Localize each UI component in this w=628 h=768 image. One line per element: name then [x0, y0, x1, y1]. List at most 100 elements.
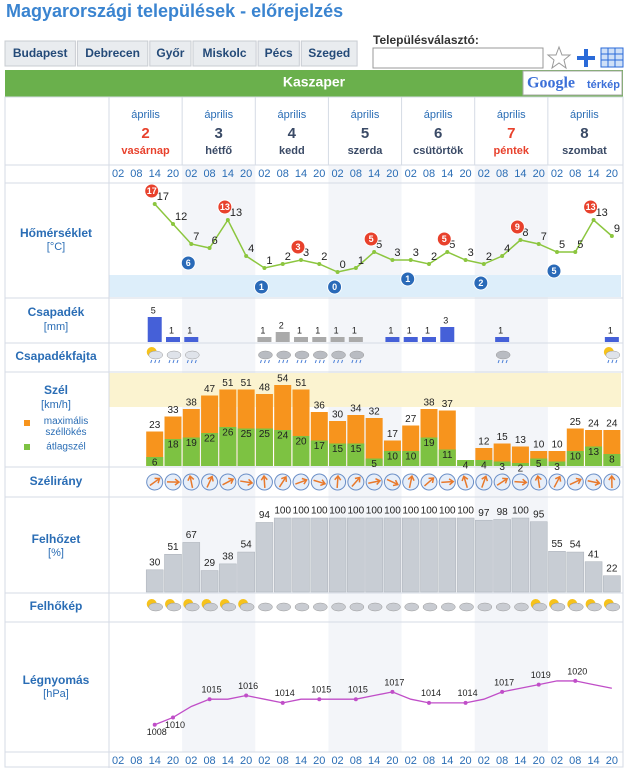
arrowhead [187, 474, 195, 481]
cloud-value: 97 [478, 508, 490, 519]
arrow [569, 479, 581, 486]
hour-label: 14 [222, 755, 234, 767]
pressure-line [154, 680, 612, 726]
cloud-bar [200, 570, 219, 593]
wind-average-bar [493, 461, 511, 466]
city-tab[interactable] [192, 40, 257, 67]
cloud [294, 602, 310, 612]
temperature-point [390, 258, 395, 262]
arrow [368, 480, 380, 484]
city-tab[interactable] [4, 40, 76, 67]
pressure-point [427, 700, 431, 705]
day-month: április [277, 109, 306, 121]
drop [318, 359, 321, 364]
hour-label: 14 [441, 168, 453, 180]
city-tab[interactable] [257, 40, 300, 67]
temperature-value: 2 [285, 251, 291, 263]
wind-average-value: 15 [332, 444, 344, 455]
cloud-value: 100 [512, 506, 529, 517]
favorite-icon[interactable] [546, 45, 572, 70]
temperature-value: 8 [522, 227, 528, 239]
precipitation-bar [257, 337, 272, 342]
selector-input[interactable] [372, 47, 544, 69]
wind-gust-value: 27 [405, 414, 417, 425]
hour-label: 08 [496, 755, 508, 767]
wind-average-value: 4 [463, 461, 469, 472]
weather-icon [495, 350, 511, 364]
temperature-value: 3 [303, 247, 309, 259]
day-number: 4 [288, 125, 297, 142]
cloud [313, 602, 328, 612]
pressure-value: 1017 [384, 677, 404, 687]
arrow [537, 476, 541, 489]
hour-label: 02 [112, 755, 124, 767]
temperature-point [299, 258, 303, 262]
temperature-value: 0 [340, 259, 346, 271]
temperature-badge-label: 2 [478, 278, 483, 288]
arrowhead [608, 474, 616, 481]
wind-average-bar [237, 428, 255, 466]
cloud-value: 100 [421, 506, 438, 517]
table-icon[interactable] [600, 47, 624, 68]
weather-icon [313, 350, 328, 364]
city-tab[interactable] [76, 40, 149, 67]
location-name: Kaszaper [283, 74, 346, 90]
cloud-bar [529, 521, 548, 593]
temperature-badge [363, 231, 379, 247]
hour-label: 08 [423, 755, 435, 767]
weather-icon [294, 602, 310, 612]
cloud-bar [603, 575, 621, 593]
day-month: április [351, 109, 380, 121]
wind-average-bar [274, 430, 292, 466]
arrow [222, 478, 233, 486]
precipitation-bar [330, 337, 345, 342]
map-button-text: térkép [587, 79, 620, 91]
weather-icon [331, 602, 346, 612]
cloud-bar [365, 517, 383, 593]
temperature-point [408, 258, 413, 262]
weather-icon [201, 599, 218, 612]
hour-label: 08 [350, 755, 362, 767]
cloud [495, 602, 511, 612]
cloud-bar [475, 519, 493, 593]
precipitation-value: 1 [352, 325, 357, 335]
temperature-badge-label: 5 [551, 266, 556, 276]
arrowhead [502, 477, 509, 484]
city-tab[interactable] [300, 40, 358, 67]
city-tab[interactable] [149, 40, 192, 67]
legend-swatch [24, 444, 30, 450]
wind-average-bar [475, 460, 493, 466]
temperature-badge [509, 219, 525, 235]
pressure-point [317, 697, 322, 702]
weather-icon [514, 602, 529, 612]
temperature-badge [290, 239, 306, 255]
day-number: 2 [141, 125, 149, 142]
hour-label: 02 [112, 168, 124, 180]
precipitation-bar [275, 332, 290, 342]
wind-direction-icon [274, 473, 292, 491]
drop [501, 359, 504, 364]
arrowhead [594, 478, 601, 487]
temperature-value: 13 [230, 207, 242, 219]
cloud-value: 100 [384, 506, 401, 517]
wind-gust-value: 38 [186, 398, 198, 409]
arrow [496, 478, 507, 486]
cloud-value: 100 [274, 506, 291, 517]
arrowhead [534, 474, 542, 481]
cloud-value: 38 [222, 552, 234, 563]
weather-icon [530, 599, 547, 612]
cloud-value: 100 [329, 506, 346, 517]
day-month: április [204, 109, 233, 121]
precipitation-value: 5 [151, 305, 156, 315]
add-icon[interactable] [577, 49, 595, 67]
cloud [349, 602, 365, 612]
cloud-bar [548, 551, 566, 593]
cloud-unit: [%] [48, 547, 64, 559]
hour-label: 08 [277, 755, 289, 767]
map-button[interactable] [522, 70, 623, 96]
temperature-value: 4 [248, 243, 254, 255]
wind-average-value: 25 [241, 429, 253, 440]
drop [341, 359, 344, 364]
cloud-bar [292, 517, 310, 593]
wind-direction-icon [511, 473, 529, 491]
